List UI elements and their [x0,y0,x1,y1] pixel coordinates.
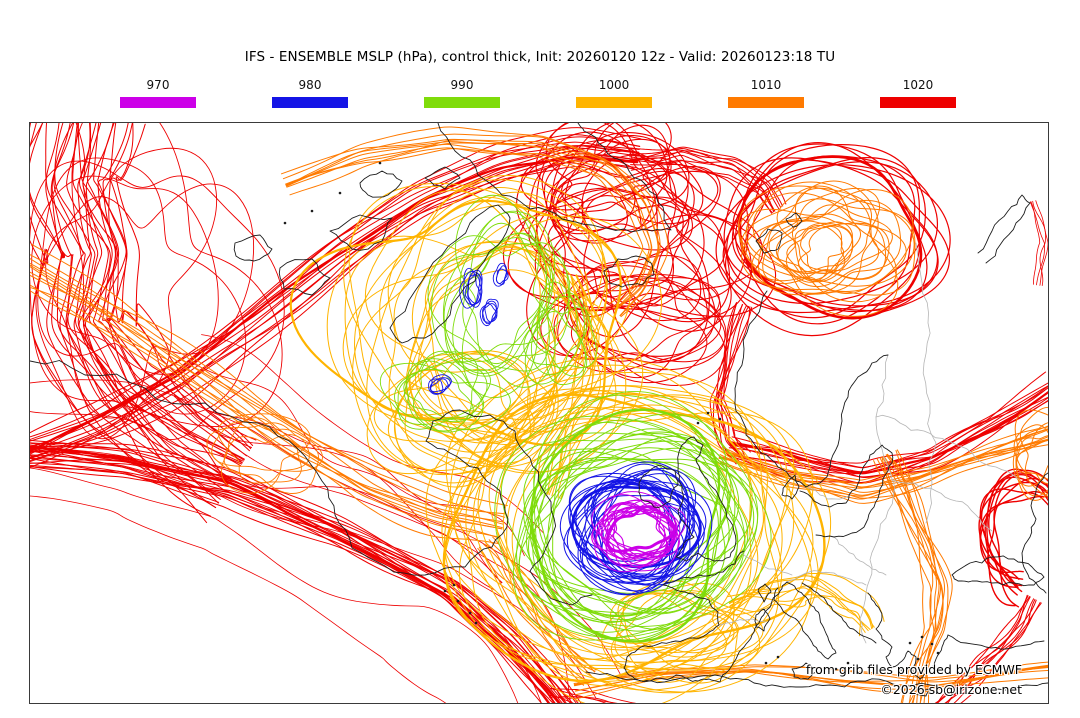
legend-color-bar [120,97,196,108]
legend-value-label: 1020 [902,78,934,92]
legend-item: 970 [120,79,196,108]
legend-value-label: 1010 [750,78,782,92]
map-panel: from grib files provided by ECMWF ©2026 … [29,122,1049,704]
legend-item: 1010 [728,79,804,108]
attribution: from grib files provided by ECMWF ©2026 … [806,662,1022,697]
legend-color-bar [424,97,500,108]
legend-color-bar [728,97,804,108]
chart-title: IFS - ENSEMBLE MSLP (hPa), control thick… [244,49,836,65]
legend-color-bar [272,97,348,108]
legend-item: 1000 [576,79,652,108]
attribution-copyright: ©2026 sb@irizone.net [880,682,1022,697]
legend-color-bar [880,97,956,108]
legend-value-label: 980 [298,78,322,92]
attribution-ecmwf: from grib files provided by ECMWF [805,662,1022,677]
legend-value-label: 990 [450,78,474,92]
legend-value-label: 1000 [598,78,630,92]
ensemble-map-svg [30,123,1048,703]
legend-item: 980 [272,79,348,108]
legend-color-bar [576,97,652,108]
legend-item: 990 [424,79,500,108]
legend-item: 1020 [880,79,956,108]
legend-value-label: 970 [146,78,170,92]
